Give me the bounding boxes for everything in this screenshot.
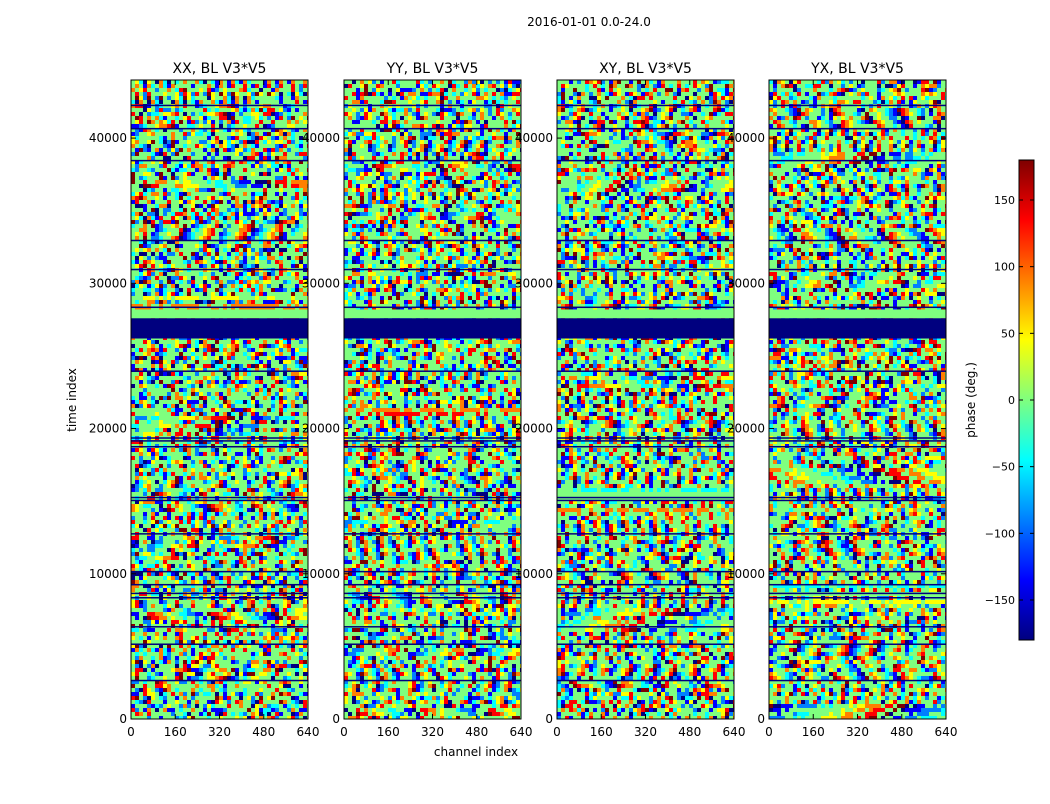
x-tick-label: 320 [846,725,869,739]
heatmap-image [557,80,737,720]
heatmap-image [131,80,311,720]
x-tick-label: 160 [377,725,400,739]
y-tick-label: 40000 [302,131,340,145]
panel-yx: YX, BL V3*V5 0 160 320 480 640 0 10000 20000 3000… [727,61,958,739]
colorbar-tick-label: 0 [1008,394,1015,407]
x-tick-label: 160 [164,725,187,739]
x-tick-label: 480 [678,725,701,739]
colorbar-label: phase (deg.) [964,362,978,438]
x-tick-label: 640 [297,725,320,739]
panel-title: XY, BL V3*V5 [599,61,692,77]
x-tick-label: 640 [510,725,533,739]
y-tick-label: 40000 [515,131,553,145]
y-tick-label: 10000 [89,567,127,581]
panels-group: XX, BL V3*V5 0 160 320 480 640 0 10000 20000 3000… [89,61,958,739]
x-tick-label: 0 [340,725,348,739]
panel-title: YX, BL V3*V5 [810,61,904,77]
x-tick-label: 160 [802,725,825,739]
colorbar-tick-label: −100 [985,527,1015,540]
chart-suptitle: 2016-01-01 0.0-24.0 [527,15,651,29]
x-tick-label: 0 [553,725,561,739]
x-tick-label: 160 [590,725,613,739]
y-tick-label: 20000 [515,422,553,436]
y-tick-label: 20000 [89,422,127,436]
y-tick-label: 40000 [89,131,127,145]
x-tick-label: 480 [465,725,488,739]
y-tick-label: 0 [332,712,340,726]
panel-xy: XY, BL V3*V5 0 160 320 480 640 0 10000 20000 3000… [515,61,746,739]
heatmap-image [769,80,949,720]
y-axis-label: time index [65,368,79,432]
colorbar-tick-label: −150 [985,594,1015,607]
y-tick-label: 0 [119,712,127,726]
colorbar: −150 −100 −50 0 50 100 150 [985,160,1034,640]
colorbar-tick-label: 100 [994,261,1015,274]
colorbar-tick-label: 150 [994,194,1015,207]
x-tick-label: 480 [252,725,275,739]
y-tick-label: 10000 [727,567,765,581]
x-axis-label: channel index [434,745,518,759]
panel-yy: YY, BL V3*V5 0 160 320 480 640 0 10000 20000 3000… [302,61,533,739]
x-tick-label: 0 [127,725,135,739]
y-tick-label: 10000 [515,567,553,581]
x-tick-label: 0 [765,725,773,739]
panel-xx: XX, BL V3*V5 0 160 320 480 640 0 10000 20000 3000… [89,61,320,739]
x-tick-label: 320 [421,725,444,739]
y-tick-label: 10000 [302,567,340,581]
y-tick-label: 40000 [727,131,765,145]
panel-title: YY, BL V3*V5 [386,61,479,77]
colorbar-tick-label: −50 [992,461,1015,474]
x-tick-label: 640 [723,725,746,739]
y-tick-label: 30000 [302,276,340,290]
y-tick-label: 30000 [515,276,553,290]
y-tick-label: 20000 [302,422,340,436]
x-tick-label: 640 [935,725,958,739]
heatmap-image [344,80,524,720]
x-tick-label: 480 [890,725,913,739]
colorbar-tick-label: 50 [1001,327,1015,340]
y-tick-label: 20000 [727,422,765,436]
x-tick-label: 320 [208,725,231,739]
y-tick-label: 30000 [727,276,765,290]
x-tick-label: 320 [634,725,657,739]
y-tick-label: 30000 [89,276,127,290]
y-tick-label: 0 [545,712,553,726]
y-tick-label: 0 [757,712,765,726]
panel-title: XX, BL V3*V5 [173,61,267,77]
